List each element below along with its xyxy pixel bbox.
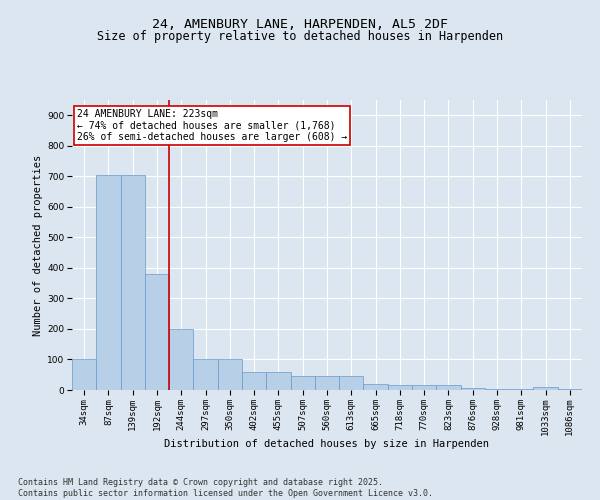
Bar	[242, 372, 266, 390]
Bar	[290, 376, 315, 390]
Bar	[96, 176, 121, 390]
Text: Contains HM Land Registry data © Crown copyright and database right 2025.
Contai: Contains HM Land Registry data © Crown c…	[18, 478, 433, 498]
Bar	[315, 376, 339, 390]
Bar	[388, 386, 412, 390]
Bar	[461, 388, 485, 390]
Bar	[193, 360, 218, 390]
Bar	[412, 386, 436, 390]
Bar	[72, 360, 96, 390]
Bar	[145, 274, 169, 390]
Bar	[169, 329, 193, 390]
Bar	[218, 360, 242, 390]
X-axis label: Distribution of detached houses by size in Harpenden: Distribution of detached houses by size …	[164, 440, 490, 450]
Text: Size of property relative to detached houses in Harpenden: Size of property relative to detached ho…	[97, 30, 503, 43]
Bar	[364, 384, 388, 390]
Bar	[533, 387, 558, 390]
Y-axis label: Number of detached properties: Number of detached properties	[33, 154, 43, 336]
Bar	[266, 372, 290, 390]
Bar	[436, 386, 461, 390]
Text: 24, AMENBURY LANE, HARPENDEN, AL5 2DF: 24, AMENBURY LANE, HARPENDEN, AL5 2DF	[152, 18, 448, 30]
Bar	[121, 176, 145, 390]
Text: 24 AMENBURY LANE: 223sqm
← 74% of detached houses are smaller (1,768)
26% of sem: 24 AMENBURY LANE: 223sqm ← 74% of detach…	[77, 108, 347, 142]
Bar	[339, 376, 364, 390]
